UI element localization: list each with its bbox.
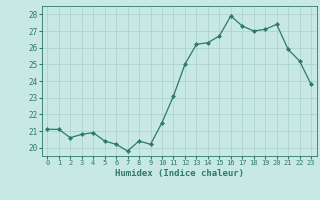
X-axis label: Humidex (Indice chaleur): Humidex (Indice chaleur) xyxy=(115,169,244,178)
